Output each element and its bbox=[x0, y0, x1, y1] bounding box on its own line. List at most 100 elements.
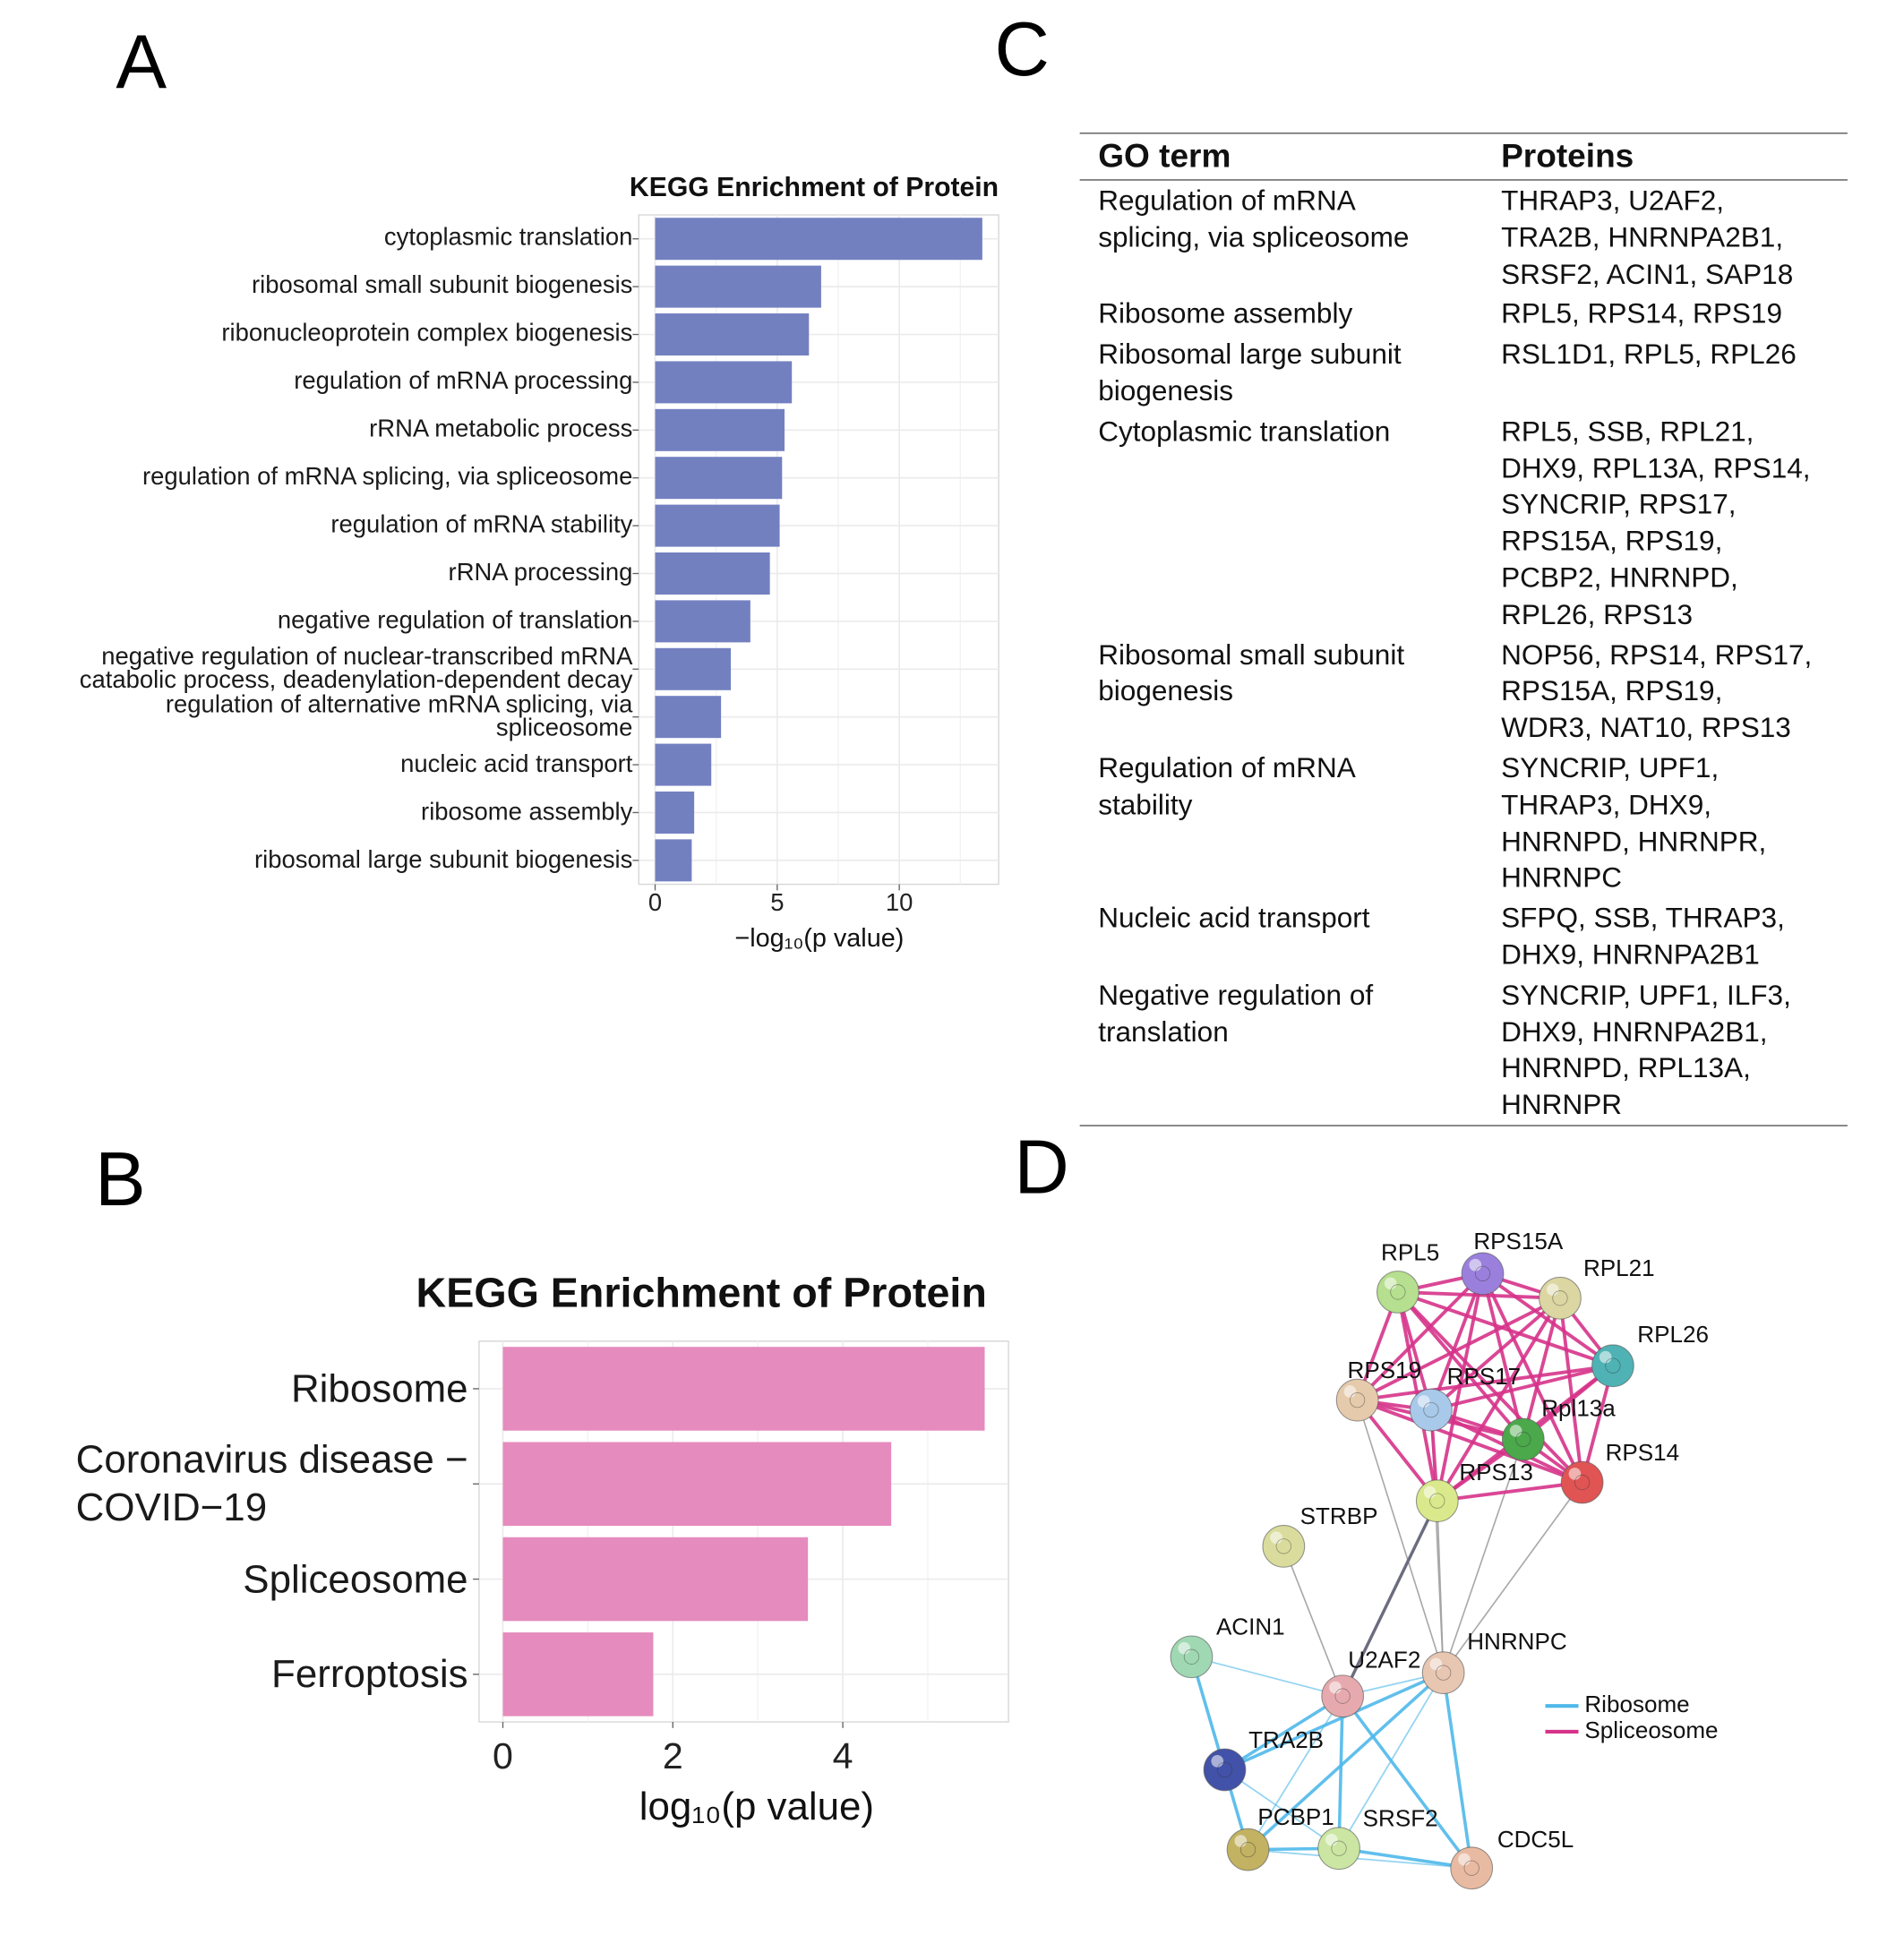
bar bbox=[655, 313, 810, 356]
network-edge bbox=[1223, 1694, 1344, 1772]
network-edge bbox=[1356, 1398, 1583, 1485]
bar bbox=[655, 839, 692, 882]
proteins-cell: THRAP3, U2AF2, TRA2B, HNRNPA2B1, SRSF2, … bbox=[1501, 184, 1794, 290]
bar bbox=[655, 408, 785, 451]
go-term-cell: Negative regulation of translation bbox=[1079, 974, 1483, 1126]
node-circle bbox=[1415, 1479, 1459, 1522]
node-structure bbox=[1275, 1538, 1291, 1554]
panel-label: D bbox=[1014, 1125, 1068, 1210]
node-circle bbox=[1170, 1635, 1214, 1679]
go-term-cell: Cytoplasmic translation bbox=[1098, 415, 1391, 447]
node-highlight bbox=[1178, 1641, 1191, 1655]
legend-label: Ribosome bbox=[1584, 1691, 1689, 1717]
table-row: Ribosome assembly RPL5, RPS14, RPS19 bbox=[1080, 294, 1848, 334]
table-row: Ribosomal large subunit biogenesis RSL1D1… bbox=[1080, 334, 1848, 411]
node-structure bbox=[1436, 1665, 1452, 1681]
node-circle bbox=[1539, 1276, 1582, 1320]
node-label: STRBP bbox=[1300, 1503, 1378, 1529]
go-term-cell: Nucleic acid transport bbox=[1098, 901, 1370, 934]
node-structure bbox=[1183, 1648, 1200, 1665]
network-node: HNRNPC bbox=[1421, 1628, 1567, 1695]
network-node: RPS17 bbox=[1410, 1363, 1522, 1432]
y-tick-label: regulation of mRNA splicing, via spliceo… bbox=[142, 463, 633, 492]
y-tick-label: ribosomal small subunit biogenesis bbox=[251, 272, 633, 300]
go-term-cell: Regulation of mRNA stability bbox=[1098, 751, 1356, 820]
network-node: CDC5L bbox=[1450, 1826, 1574, 1890]
network-edge bbox=[1247, 1695, 1343, 1851]
legend-label: Spliceosome bbox=[1584, 1717, 1718, 1743]
node-circle bbox=[1335, 1378, 1379, 1422]
node-circle bbox=[1560, 1460, 1604, 1504]
node-highlight bbox=[1429, 1657, 1443, 1671]
bar bbox=[655, 504, 780, 547]
node-highlight bbox=[1329, 1681, 1342, 1694]
node-structure bbox=[1605, 1357, 1621, 1374]
header-cell: GO term bbox=[1079, 133, 1483, 181]
network-edge bbox=[1282, 1545, 1343, 1697]
go-table: GO term Proteins Regulation of mRNA splici… bbox=[1079, 133, 1848, 1126]
network-edge bbox=[1430, 1364, 1614, 1412]
chart-title: KEGG Enrichment of Protein bbox=[630, 173, 999, 202]
node-label: RPL5 bbox=[1381, 1238, 1439, 1265]
y-tick-label: regulation of mRNA stability bbox=[330, 511, 633, 539]
node-highlight bbox=[1343, 1385, 1357, 1398]
node-label: U2AF2 bbox=[1348, 1647, 1420, 1674]
node-structure bbox=[1423, 1401, 1439, 1418]
node-label: RPS17 bbox=[1447, 1363, 1522, 1390]
node-circle bbox=[1317, 1827, 1360, 1871]
node-label: PCBP1 bbox=[1257, 1803, 1334, 1830]
node-label: SRSF2 bbox=[1363, 1805, 1438, 1832]
node-circle bbox=[1410, 1388, 1453, 1432]
node-label: Rpl13a bbox=[1541, 1395, 1616, 1422]
node-structure bbox=[1239, 1842, 1256, 1858]
node-structure bbox=[1574, 1474, 1591, 1491]
bar bbox=[655, 647, 732, 690]
chart-title: KEGG Enrichment of Protein bbox=[416, 1269, 987, 1315]
table-row: Regulation of mRNA splicing, via spliceo… bbox=[1080, 180, 1848, 294]
network-edge bbox=[1437, 1480, 1582, 1503]
node-highlight bbox=[1211, 1755, 1224, 1768]
network-node: RPS15A bbox=[1461, 1228, 1564, 1296]
y-tick-label: nucleic acid transport bbox=[400, 750, 633, 778]
network-edge bbox=[1337, 1696, 1344, 1849]
network-edge bbox=[1356, 1400, 1445, 1674]
bar bbox=[655, 265, 821, 308]
bar bbox=[655, 361, 793, 404]
node-highlight bbox=[1568, 1468, 1582, 1480]
node-structure bbox=[1334, 1688, 1351, 1704]
node-structure bbox=[1463, 1860, 1479, 1876]
proteins-cell: SYNCRIP, UPF1, ILF3, DHX9, HNRNPA2B1, HN… bbox=[1482, 974, 1848, 1126]
node-highlight bbox=[1423, 1485, 1437, 1499]
node-label: RPL26 bbox=[1637, 1321, 1709, 1348]
y-tick-label: ribonucleoprotein complex biogenesis bbox=[221, 320, 633, 347]
network-edge bbox=[1341, 1500, 1439, 1697]
panel-label: A bbox=[116, 20, 167, 105]
y-tick-label: negative regulation of translation bbox=[277, 607, 633, 635]
network-edge bbox=[1441, 1672, 1473, 1869]
y-tick-label: regulation of alternative mRNA splicing,… bbox=[165, 690, 633, 742]
proteins-cell: SYNCRIP, UPF1, THRAP3, DHX9, HNRNPD, HNR… bbox=[1501, 751, 1767, 894]
x-tick-label: 0 bbox=[493, 1735, 513, 1777]
y-tick-label: Spliceosome bbox=[243, 1556, 468, 1601]
node-highlight bbox=[1417, 1395, 1430, 1408]
node-circle bbox=[1501, 1417, 1545, 1461]
node-structure bbox=[1349, 1391, 1366, 1408]
node-circle bbox=[1321, 1674, 1365, 1718]
y-tick-label: Ferroptosis bbox=[271, 1651, 468, 1696]
node-structure bbox=[1552, 1290, 1568, 1306]
node-structure bbox=[1216, 1761, 1233, 1778]
node-circle bbox=[1203, 1748, 1247, 1792]
network-edge bbox=[1338, 1846, 1472, 1870]
network-node: RPL21 bbox=[1539, 1254, 1655, 1320]
go-term-cell: Regulation of mRNA splicing, via spliceo… bbox=[1098, 184, 1410, 253]
y-tick-label: negative regulation of nuclear-transcrib… bbox=[79, 643, 633, 694]
x-tick-label: 2 bbox=[663, 1735, 683, 1777]
proteins-cell: RPL5, SSB, RPL21, DHX9, RPL13A, RPS14, S… bbox=[1501, 415, 1811, 630]
node-structure bbox=[1390, 1284, 1406, 1300]
bar bbox=[502, 1442, 892, 1527]
network-node: PCBP1 bbox=[1226, 1803, 1334, 1871]
table-row: Ribosomal small subunit biogenesis NOP56,… bbox=[1080, 635, 1848, 749]
network-edge bbox=[1521, 1297, 1562, 1441]
node-highlight bbox=[1325, 1833, 1338, 1846]
node-circle bbox=[1421, 1651, 1465, 1695]
